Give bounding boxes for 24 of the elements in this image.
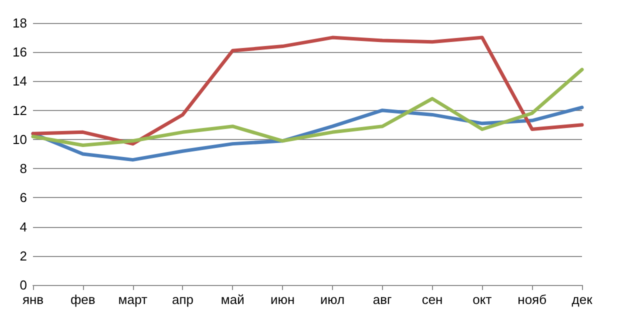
- y-tick-label: 14: [12, 74, 27, 89]
- x-tick-label: апр: [172, 292, 194, 307]
- y-tick-label: 6: [20, 190, 27, 206]
- x-tick-label: нояб: [518, 292, 547, 307]
- y-tick-label: 2: [20, 248, 27, 264]
- x-tick-label: янв: [22, 292, 44, 307]
- x-tick-label: дек: [572, 292, 593, 307]
- line-series: [31, 68, 584, 148]
- y-tick-label: 18: [12, 16, 27, 30]
- y-tick-label: 10: [12, 132, 27, 147]
- x-tick-label: июн: [270, 292, 295, 307]
- line-series: [31, 36, 584, 146]
- x-tick-label: май: [220, 292, 244, 307]
- y-tick-label: 0: [20, 278, 27, 292]
- y-tick-label: 4: [20, 219, 27, 234]
- x-tick-label: июл: [320, 292, 345, 307]
- x-tick-label: авг: [372, 292, 392, 307]
- y-tick-label: 16: [12, 44, 27, 60]
- y-tick-label: 12: [12, 102, 27, 118]
- x-tick-label: март: [118, 292, 148, 307]
- x-tick-label: фев: [70, 292, 96, 307]
- x-tick-label: окт: [472, 292, 492, 307]
- x-tick-label: сен: [422, 292, 443, 307]
- y-tick-label: 8: [20, 161, 27, 176]
